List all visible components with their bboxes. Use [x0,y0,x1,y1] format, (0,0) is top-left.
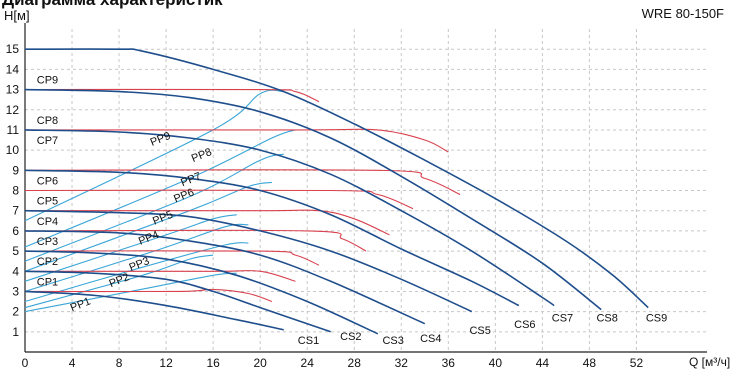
y-tick-label: 9 [12,163,19,177]
cp-label-cp3: CP3 [37,236,58,248]
pp-curve-pp3 [24,242,249,303]
cs-label-cs6: CS6 [514,319,535,331]
pp-label-pp5: PP5 [151,209,175,228]
y-tick-label: 13 [6,83,20,97]
y-tick-label: 14 [6,62,20,76]
cs-label-cs1: CS1 [298,335,319,347]
cs-label-cs9: CS9 [646,313,667,325]
x-tick-label: 28 [348,356,362,370]
y-tick-label: 2 [12,305,19,319]
cp-curve-cp1 [24,288,273,303]
y-tick-label: 8 [12,184,19,198]
x-axis-label: Q [м³/ч] [689,355,731,369]
y-tick-label: 3 [12,284,19,298]
cp-curve-cp8 [25,128,449,153]
cp-label-cp1: CP1 [37,276,58,288]
cp-label-cp5: CP5 [37,196,58,208]
x-tick-label: 40 [489,356,503,370]
x-tick-label: 24 [301,356,315,370]
cs-curve-cs5 [24,209,473,313]
cs-label-cs2: CS2 [340,331,361,343]
pp-curve-pp2 [24,254,214,309]
cs-label-cs7: CS7 [552,313,573,325]
cs-curve-cs8 [24,88,602,311]
cp-label-cp6: CP6 [37,175,58,187]
x-tick-label: 48 [583,356,597,370]
cs-label-cs4: CS4 [420,333,441,345]
model-label: WRE 80-150F [641,6,724,21]
y-tick-label: 11 [7,123,20,137]
x-tick-label: 36 [442,356,456,370]
pp-curve-pp7 [24,153,284,262]
pp-label-pp4: PP4 [137,229,161,248]
cs-curve-cs2 [24,270,331,333]
cp-curve-cp5 [25,209,390,236]
cp-curve-cp7 [24,169,461,196]
cp-curve-cp3 [24,250,320,266]
cp-label-cp8: CP8 [37,115,58,127]
cs-label-cs5: CS5 [469,325,490,337]
cp-curve-cp6 [24,189,414,210]
cs-curve-cs6 [24,169,520,307]
cs-curve-cs1 [24,290,284,331]
y-tick-label: 7 [12,204,19,218]
x-tick-label: 32 [395,356,409,370]
x-tick-label: 44 [536,356,550,370]
cs-curve-cs3 [24,250,379,335]
y-tick-label: 1 [12,325,19,339]
x-tick-label: 16 [206,356,220,370]
x-tick-label: 20 [253,356,267,370]
pp-curve-pp9 [24,89,284,222]
cs-curve-cs4 [24,230,426,325]
x-tick-label: 4 [69,356,76,370]
y-axis-label: H[м] [4,8,30,23]
x-tick-label: 12 [159,356,173,370]
y-tick-label: 6 [12,224,19,238]
cp-label-cp2: CP2 [37,256,58,268]
cp-label-cp7: CP7 [37,135,58,147]
chart-title: Диаграмма характеристик [2,0,223,10]
cp-curve-cp2 [24,270,296,282]
y-tick-label: 4 [12,264,19,278]
cp-curve-cp4 [24,229,367,252]
y-tick-label: 15 [6,42,20,56]
cp-label-cp9: CP9 [37,75,58,87]
x-tick-label: 52 [630,356,644,370]
x-tick-label: 0 [22,356,29,370]
y-tick-label: 10 [6,143,20,157]
y-tick-label: 5 [12,244,19,258]
pp-curve-pp4 [24,223,249,292]
cs-label-cs3: CS3 [382,335,403,347]
pp-label-pp6: PP6 [172,186,196,205]
pp-curve-pp8 [24,129,296,248]
pp-label-pp8: PP8 [190,146,214,165]
pp-label-pp9: PP9 [149,130,173,149]
cs-label-cs8: CS8 [596,313,617,325]
y-tick-label: 12 [6,103,20,117]
cp-label-cp4: CP4 [37,216,58,228]
cs-curve-cs7 [24,129,555,307]
x-tick-label: 8 [116,356,123,370]
cs-curve-cs9 [24,48,649,309]
cp-curve-cp9 [24,88,320,103]
